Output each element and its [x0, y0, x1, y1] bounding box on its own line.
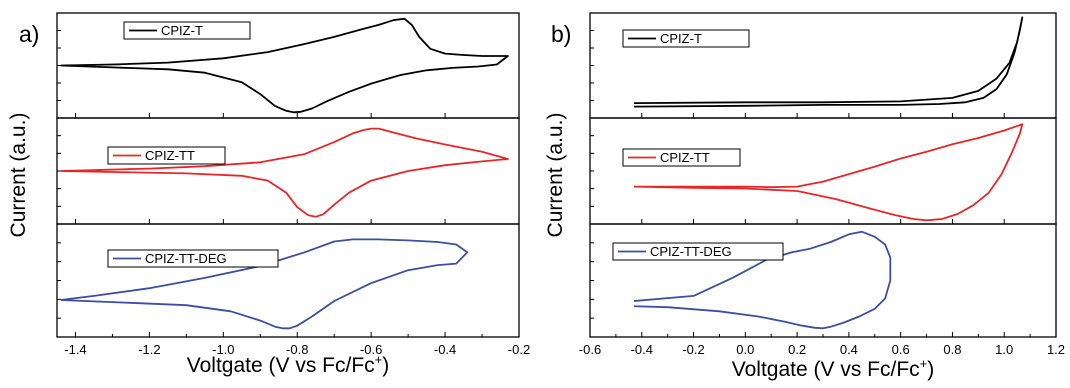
x-tick-label: -0.4 [631, 342, 653, 357]
x-tick-label: 1.0 [995, 342, 1013, 357]
x-tick-label: 0.4 [840, 342, 858, 357]
x-axis-title: Voltgate (V vs Fc/Fc+) [732, 356, 935, 381]
y-axis-title: Current (a.u.) [544, 113, 567, 238]
series-line-cpiz-tt-deg [60, 238, 469, 330]
x-tick-label: -1.4 [64, 342, 86, 357]
x-axis-title-close: ) [927, 358, 934, 381]
series-line-cpiz-tt [60, 127, 509, 218]
series-line-cpiz-t [60, 17, 509, 114]
subplot-1: CPIZ-T [56, 12, 520, 119]
subplot-frame [589, 223, 1057, 338]
legend-box [622, 148, 741, 167]
x-tick-label: -1.0 [212, 342, 234, 357]
series-line-cpiz-t [633, 16, 1024, 108]
legend-label: CPIZ-TT [145, 148, 195, 163]
x-axis-title-main: Voltgate (V vs Fc/Fc [732, 358, 920, 381]
panel-label: a) [19, 21, 39, 47]
subplot-2: CPIZ-TT [589, 117, 1057, 225]
x-axis-title: Voltgate (V vs Fc/Fc+) [187, 352, 390, 377]
x-tick-label: -1.2 [138, 342, 160, 357]
legend: CPIZ-TT [622, 148, 741, 167]
x-tick-label: -0.6 [360, 342, 382, 357]
x-tick-label: -0.6 [579, 342, 601, 357]
legend-label: CPIZ-T [161, 23, 203, 38]
legend: CPIZ-TT-DEG [612, 242, 784, 261]
subplot-frame [589, 117, 1057, 225]
x-tick-label: 1.2 [1047, 342, 1065, 357]
series-line-cpiz-tt-deg [633, 230, 892, 330]
x-tick-label: -0.8 [286, 342, 308, 357]
subplot-frame [56, 117, 520, 225]
panel-b: b) Current (a.u.) Voltgate (V vs Fc/Fc+) CP… [544, 12, 1065, 381]
series-line-cpiz-tt [633, 123, 1024, 222]
x-tick-label: 0.6 [892, 342, 910, 357]
subplot-3: CPIZ-TT-DEG [589, 223, 1057, 338]
legend-box [107, 146, 226, 165]
legend-label: CPIZ-TT-DEG [145, 251, 227, 266]
panel-a: a) Current (a.u.) Voltgate (V vs Fc/Fc+) CP… [7, 12, 530, 377]
x-tick-label: 0.0 [736, 342, 754, 357]
subplot-3: CPIZ-TT-DEG [56, 223, 520, 338]
legend: CPIZ-TT [107, 146, 226, 165]
subplot-frame [56, 223, 520, 338]
x-tick-label: 0.2 [788, 342, 806, 357]
y-axis-title: Current (a.u.) [7, 113, 30, 238]
legend-box [612, 242, 784, 261]
subplot-2: CPIZ-TT [56, 117, 520, 225]
x-axis-title-superscript: + [375, 352, 383, 367]
legend-box [123, 21, 251, 40]
x-tick-label: -0.2 [682, 342, 704, 357]
x-tick-label: 0.8 [943, 342, 961, 357]
legend-label: CPIZ-TT-DEG [650, 244, 732, 259]
legend: CPIZ-T [123, 21, 251, 40]
legend-box [107, 249, 279, 268]
x-tick-label: -0.4 [434, 342, 456, 357]
legend-box [622, 29, 750, 48]
x-axis-title-close: ) [382, 354, 389, 377]
legend-label: CPIZ-TT [660, 150, 710, 165]
legend: CPIZ-T [622, 29, 750, 48]
x-axis-title-superscript: + [920, 356, 928, 371]
legend-label: CPIZ-T [660, 31, 702, 46]
panel-label: b) [551, 21, 571, 47]
x-axis-title-main: Voltgate (V vs Fc/Fc [187, 354, 375, 377]
legend: CPIZ-TT-DEG [107, 249, 279, 268]
subplot-1: CPIZ-T [589, 12, 1057, 119]
x-tick-label: -0.2 [508, 342, 530, 357]
